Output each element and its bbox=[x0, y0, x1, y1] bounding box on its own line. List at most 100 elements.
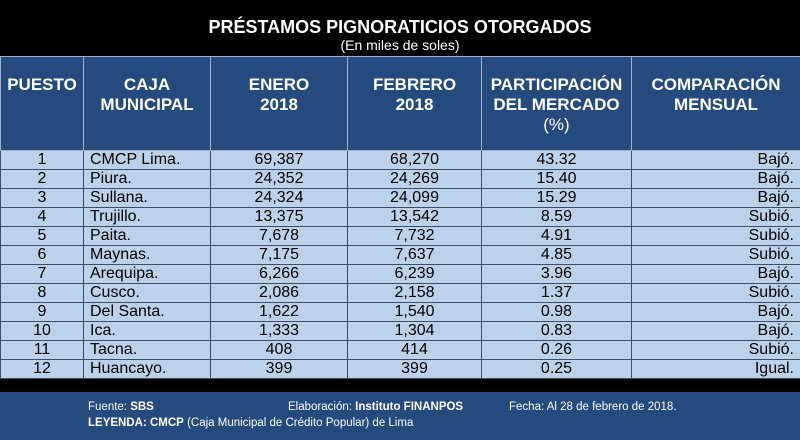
cell-part: 0.83 bbox=[481, 321, 632, 341]
cell-part: 4.85 bbox=[481, 245, 632, 265]
cell-caja: Paita. bbox=[83, 226, 211, 246]
cell-caja: Arequipa. bbox=[83, 264, 211, 284]
cell-comp: Bajó. bbox=[631, 321, 800, 341]
cell-comp: Subió. bbox=[631, 283, 800, 303]
cell-caja: Tacna. bbox=[83, 340, 211, 360]
col-header-puesto: PUESTO bbox=[0, 56, 84, 151]
cell-puesto: 1 bbox=[0, 150, 84, 170]
cell-caja: Sullana. bbox=[83, 188, 211, 208]
cell-comp: Bajó. bbox=[631, 302, 800, 322]
table-row: 6 Maynas. 7,175 7,637 4.85 Subió. bbox=[0, 245, 800, 265]
cell-puesto: 11 bbox=[0, 340, 84, 360]
cell-part: 0.26 bbox=[481, 340, 632, 360]
cell-part: 1.37 bbox=[481, 283, 632, 303]
cell-caja: Piura. bbox=[83, 169, 211, 189]
table-row: 4 Trujillo. 13,375 13,542 8.59 Subió. bbox=[0, 207, 800, 227]
cell-comp: Bajó. bbox=[631, 169, 800, 189]
cell-puesto: 12 bbox=[0, 359, 84, 379]
table-row: 8 Cusco. 2,086 2,158 1.37 Subió. bbox=[0, 283, 800, 303]
cell-enero: 1,622 bbox=[210, 302, 348, 322]
cell-comp: Bajó. bbox=[631, 150, 800, 170]
cell-febrero: 1,540 bbox=[347, 302, 482, 322]
page-title: PRÉSTAMOS PIGNORATICIOS OTORGADOS bbox=[208, 17, 592, 37]
cell-part: 0.98 bbox=[481, 302, 632, 322]
cell-puesto: 7 bbox=[0, 264, 84, 284]
cell-caja: Cusco. bbox=[83, 283, 211, 303]
cell-enero: 408 bbox=[210, 340, 348, 360]
cell-enero: 24,324 bbox=[210, 188, 348, 208]
cell-comp: Bajó. bbox=[631, 264, 800, 284]
cell-enero: 2,086 bbox=[210, 283, 348, 303]
table-row: 5 Paita. 7,678 7,732 4.91 Subió. bbox=[0, 226, 800, 246]
cell-comp: Subió. bbox=[631, 207, 800, 227]
cell-febrero: 399 bbox=[347, 359, 482, 379]
col-header-febrero: FEBRERO 2018 bbox=[347, 56, 482, 151]
cell-puesto: 10 bbox=[0, 321, 84, 341]
col-header-caja: CAJA MUNICIPAL bbox=[83, 56, 211, 151]
cell-caja: Del Santa. bbox=[83, 302, 211, 322]
cell-part: 4.91 bbox=[481, 226, 632, 246]
footer-date: Fecha: Al 28 de febrero de 2018. bbox=[509, 401, 677, 413]
footer-elaboration: Elaboración: Instituto FINANPOS bbox=[288, 401, 464, 413]
cell-puesto: 9 bbox=[0, 302, 84, 322]
cell-enero: 24,352 bbox=[210, 169, 348, 189]
cell-part: 3.96 bbox=[481, 264, 632, 284]
col-header-enero: ENERO 2018 bbox=[210, 56, 348, 151]
cell-comp: Subió. bbox=[631, 245, 800, 265]
cell-febrero: 7,637 bbox=[347, 245, 482, 265]
cell-comp: Subió. bbox=[631, 226, 800, 246]
title-block: PRÉSTAMOS PIGNORATICIOS OTORGADOS (En mi… bbox=[0, 0, 800, 56]
table-header-row: PUESTO CAJA MUNICIPAL ENERO 2018 FEBRERO 20… bbox=[0, 56, 800, 151]
footer-line-1: Fuente: SBS Elaboración: Instituto FINAN… bbox=[88, 401, 800, 415]
cell-puesto: 4 bbox=[0, 207, 84, 227]
cell-caja: Huancayo. bbox=[83, 359, 211, 379]
cell-febrero: 414 bbox=[347, 340, 482, 360]
cell-puesto: 8 bbox=[0, 283, 84, 303]
cell-enero: 7,175 bbox=[210, 245, 348, 265]
cell-enero: 7,678 bbox=[210, 226, 348, 246]
cell-enero: 6,266 bbox=[210, 264, 348, 284]
footer: Fuente: SBS Elaboración: Instituto FINAN… bbox=[0, 392, 800, 440]
cell-febrero: 2,158 bbox=[347, 283, 482, 303]
cell-comp: Subió. bbox=[631, 340, 800, 360]
col-header-participacion: PARTICIPACIÓN DEL MERCADO (%) bbox=[481, 56, 632, 151]
cell-febrero: 68,270 bbox=[347, 150, 482, 170]
cell-part: 8.59 bbox=[481, 207, 632, 227]
cell-febrero: 6,239 bbox=[347, 264, 482, 284]
table-row: 9 Del Santa. 1,622 1,540 0.98 Bajó. bbox=[0, 302, 800, 322]
cell-part: 43.32 bbox=[481, 150, 632, 170]
cell-febrero: 24,099 bbox=[347, 188, 482, 208]
cell-caja: Maynas. bbox=[83, 245, 211, 265]
cell-part: 0.25 bbox=[481, 359, 632, 379]
table-row: 10 Ica. 1,333 1,304 0.83 Bajó. bbox=[0, 321, 800, 341]
cell-caja: CMCP Lima. bbox=[83, 150, 211, 170]
cell-comp: Igual. bbox=[631, 359, 800, 379]
cell-puesto: 2 bbox=[0, 169, 84, 189]
cell-puesto: 3 bbox=[0, 188, 84, 208]
footer-legend: LEYENDA: CMCP (Caja Municipal de Crédito… bbox=[88, 417, 414, 429]
cell-caja: Ica. bbox=[83, 321, 211, 341]
cell-febrero: 24,269 bbox=[347, 169, 482, 189]
page-subtitle: (En miles de soles) bbox=[340, 37, 460, 53]
cell-febrero: 13,542 bbox=[347, 207, 482, 227]
table-row: 11 Tacna. 408 414 0.26 Subió. bbox=[0, 340, 800, 360]
table-row: 1 CMCP Lima. 69,387 68,270 43.32 Bajó. bbox=[0, 150, 800, 170]
cell-enero: 399 bbox=[210, 359, 348, 379]
cell-puesto: 5 bbox=[0, 226, 84, 246]
cell-caja: Trujillo. bbox=[83, 207, 211, 227]
col-header-comparacion: COMPARACIÓN MENSUAL bbox=[631, 56, 800, 151]
footer-source: Fuente: SBS bbox=[88, 401, 154, 413]
cell-enero: 69,387 bbox=[210, 150, 348, 170]
cell-enero: 13,375 bbox=[210, 207, 348, 227]
table-row: 2 Piura. 24,352 24,269 15.40 Bajó. bbox=[0, 169, 800, 189]
table-row: 3 Sullana. 24,324 24,099 15.29 Bajó. bbox=[0, 188, 800, 208]
cell-febrero: 7,732 bbox=[347, 226, 482, 246]
cell-comp: Bajó. bbox=[631, 188, 800, 208]
cell-part: 15.29 bbox=[481, 188, 632, 208]
cell-part: 15.40 bbox=[481, 169, 632, 189]
cell-puesto: 6 bbox=[0, 245, 84, 265]
table-row: 7 Arequipa. 6,266 6,239 3.96 Bajó. bbox=[0, 264, 800, 284]
cell-enero: 1,333 bbox=[210, 321, 348, 341]
cell-febrero: 1,304 bbox=[347, 321, 482, 341]
